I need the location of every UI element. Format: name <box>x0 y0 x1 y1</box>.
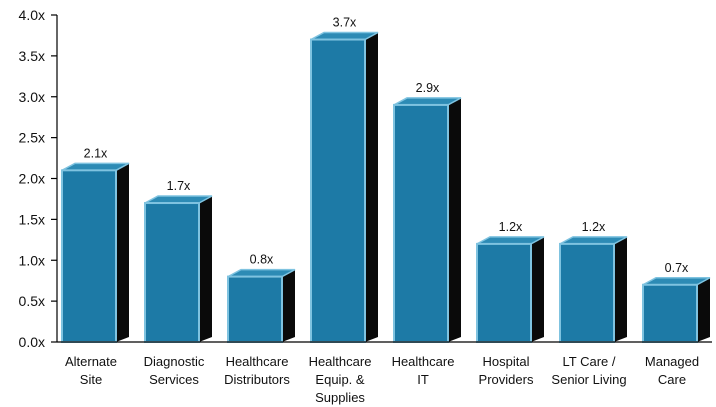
y-tick-label: 1.5x <box>19 211 45 227</box>
bar <box>227 275 283 344</box>
bar-top <box>476 236 545 245</box>
y-tick-label: 2.5x <box>19 130 45 146</box>
bar-top <box>393 97 462 106</box>
y-tick-label: 3.5x <box>19 48 45 64</box>
bar-side <box>199 196 212 342</box>
data-label: 0.7x <box>665 261 689 275</box>
bar <box>310 38 366 344</box>
bar <box>144 202 200 343</box>
bar-top <box>61 162 130 172</box>
category-label: Healthcare Equip. & Supplies <box>309 354 372 405</box>
category-label: Healthcare Distributors <box>224 354 290 387</box>
bar-side <box>697 277 710 342</box>
data-label: 2.9x <box>416 81 440 95</box>
bar <box>61 169 117 343</box>
category-label: Healthcare IT <box>392 354 455 387</box>
y-tick-label: 2.0x <box>19 171 45 187</box>
category-label: Hospital Providers <box>479 354 534 387</box>
bar <box>393 103 449 343</box>
data-label: 3.7x <box>333 16 357 30</box>
category-label: Diagnostic Services <box>144 354 205 387</box>
data-label: 2.1x <box>84 146 108 160</box>
bar-side <box>448 97 461 342</box>
bar <box>559 242 615 343</box>
category-label: Managed Care <box>645 354 699 387</box>
bar-top <box>310 31 379 41</box>
bar-top <box>227 268 296 278</box>
bar-top <box>642 277 711 286</box>
data-label: 0.8x <box>250 253 274 267</box>
y-tick-label: 0.5x <box>19 293 45 309</box>
y-tick-label: 3.0x <box>19 89 45 105</box>
bar-top <box>144 195 213 204</box>
bar-side <box>116 163 129 342</box>
data-label: 1.2x <box>582 220 606 234</box>
bar <box>642 283 698 343</box>
bar-side <box>614 236 627 342</box>
y-tick-label: 1.0x <box>19 252 45 268</box>
data-label: 1.2x <box>499 220 523 234</box>
bar-side <box>282 269 295 342</box>
bar-side <box>531 236 544 342</box>
bar-top <box>559 236 628 245</box>
category-label: Alternate Site <box>65 354 117 387</box>
bar <box>476 242 532 343</box>
y-tick-label: 4.0x <box>19 7 45 23</box>
category-label: LT Care / Senior Living <box>551 354 626 387</box>
y-tick-label: 0.0x <box>19 334 45 350</box>
data-label: 1.7x <box>167 179 191 193</box>
bar-side <box>365 32 378 343</box>
